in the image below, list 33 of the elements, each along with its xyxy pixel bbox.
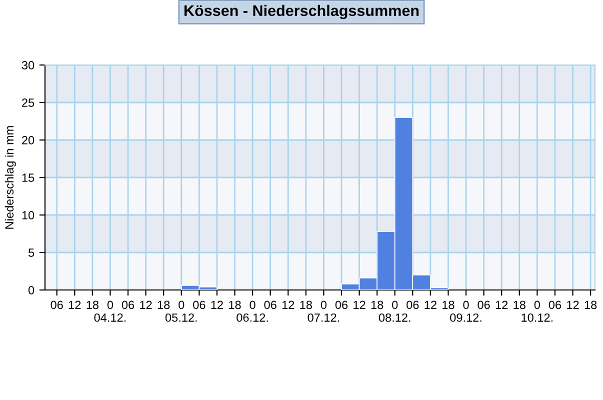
x-tick-label: 12 [496, 300, 508, 309]
y-tick-label: 25 [22, 98, 34, 107]
x-tick-label: 18 [371, 300, 384, 310]
x-tick-label: 06 [406, 300, 419, 310]
x-tick-label: 12 [354, 300, 366, 309]
x-tick-label: 06 [122, 300, 134, 310]
x-tick-label: 12 [68, 300, 81, 309]
x-tick-label: 06 [193, 300, 206, 310]
x-tick-label: 18 [229, 300, 241, 310]
y-tick-label: 10 [22, 211, 34, 220]
x-tick-label: 06 [264, 300, 276, 310]
y-tick-label: 0 [28, 286, 34, 294]
x-tick-label: 06 [335, 300, 348, 310]
y-axis-title: Niederschlag in mm [4, 126, 16, 229]
y-tick-label: 15 [22, 174, 34, 182]
x-tick-label: 06 [50, 300, 63, 310]
y-tick-label: 30 [22, 61, 34, 70]
chart-title: Kössen - Niederschlagssummen [184, 4, 419, 20]
x-tick-label: 06 [548, 300, 562, 310]
x-tick-label: 12 [211, 300, 223, 309]
y-tick-label: 5 [28, 248, 34, 257]
y-tick-label: 20 [22, 136, 34, 144]
x-tick-label: 18 [86, 300, 98, 310]
x-tick-label: 18 [442, 300, 454, 310]
x-tick-label: 12 [567, 300, 579, 309]
x-tick-label: 12 [140, 300, 152, 309]
x-tick-label: 18 [300, 300, 312, 310]
x-tick-label: 12 [424, 300, 436, 309]
x-tick-label: 06 [478, 300, 490, 310]
x-tick-label: 18 [158, 300, 170, 310]
x-tick-label: 18 [514, 300, 526, 310]
x-tick-label: 18 [584, 300, 597, 310]
x-tick-label: 12 [282, 300, 294, 309]
